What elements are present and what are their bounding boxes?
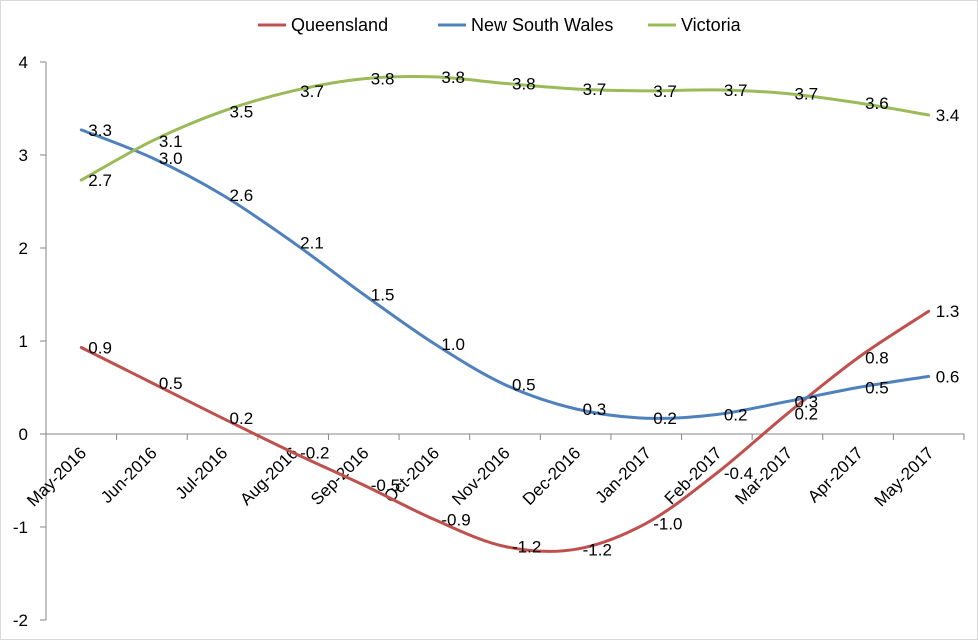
- y-tick-label: -1: [13, 518, 28, 537]
- y-tick-label: -2: [13, 611, 28, 630]
- data-label-new-south-wales: 0.2: [724, 405, 748, 424]
- data-label-queensland: 0.2: [794, 405, 818, 424]
- data-label-new-south-wales: 0.3: [583, 400, 607, 419]
- data-label-victoria: 3.7: [724, 81, 748, 100]
- y-tick-label: 4: [19, 53, 28, 72]
- legend-label: New South Wales: [471, 15, 613, 35]
- y-tick-label: 0: [19, 425, 28, 444]
- data-label-new-south-wales: 2.6: [230, 186, 254, 205]
- data-label-victoria: 3.8: [371, 70, 395, 89]
- y-tick-label: 2: [19, 239, 28, 258]
- x-tick-label: May-2017: [871, 443, 938, 510]
- data-label-queensland: -0.4: [724, 464, 753, 483]
- data-label-new-south-wales: 0.6: [936, 367, 960, 386]
- x-tick-label: May-2016: [23, 443, 90, 510]
- data-label-victoria: 3.8: [441, 68, 465, 87]
- y-tick-label: 3: [19, 146, 28, 165]
- data-label-new-south-wales: 0.2: [653, 409, 677, 428]
- data-label-queensland: 0.9: [88, 339, 112, 358]
- data-label-queensland: -1.2: [583, 540, 612, 559]
- series-line-new-south-wales: [79, 128, 931, 420]
- data-label-queensland: 0.8: [865, 349, 889, 368]
- data-label-new-south-wales: 2.1: [300, 233, 324, 252]
- data-label-queensland: 0.2: [230, 409, 254, 428]
- x-tick-label: Feb-2017: [661, 443, 726, 508]
- x-tick-label: Jun-2016: [97, 443, 161, 507]
- data-label-victoria: 3.7: [300, 82, 324, 101]
- data-label-victoria: 3.5: [230, 102, 254, 121]
- data-label-victoria: 3.4: [936, 106, 960, 125]
- data-label-victoria: 3.1: [159, 132, 183, 151]
- data-label-queensland: -0.2: [300, 444, 329, 463]
- data-label-victoria: 2.7: [88, 171, 112, 190]
- data-label-new-south-wales: 3.3: [88, 121, 112, 140]
- x-tick-label: Nov-2016: [448, 443, 514, 509]
- data-label-victoria: 3.6: [865, 94, 889, 113]
- data-label-victoria: 3.7: [794, 85, 818, 104]
- series-line-victoria: [79, 75, 931, 182]
- data-label-queensland: -1.2: [512, 538, 541, 557]
- data-label-queensland: 0.5: [159, 374, 183, 393]
- data-label-victoria: 3.7: [653, 82, 677, 101]
- data-label-queensland: -0.5: [371, 476, 400, 495]
- data-label-new-south-wales: 3.0: [159, 149, 183, 168]
- data-label-queensland: -0.9: [441, 511, 470, 530]
- x-tick-label: Apr-2017: [804, 443, 867, 506]
- x-tick-label: Dec-2016: [519, 443, 585, 509]
- data-label-new-south-wales: 1.0: [441, 335, 465, 354]
- data-label-new-south-wales: 0.5: [865, 379, 889, 398]
- y-tick-label: 1: [19, 332, 28, 351]
- data-label-new-south-wales: 0.3: [794, 392, 818, 411]
- legend-label: Queensland: [291, 15, 388, 35]
- data-label-victoria: 3.7: [583, 80, 607, 99]
- data-label-queensland: 1.3: [936, 302, 960, 321]
- x-tick-label: Jan-2017: [591, 443, 655, 507]
- data-label-victoria: 3.8: [512, 74, 536, 93]
- legend-label: Victoria: [681, 15, 742, 35]
- series-line-queensland: [79, 309, 931, 553]
- data-label-queensland: -1.0: [653, 514, 682, 533]
- data-label-new-south-wales: 1.5: [371, 286, 395, 305]
- data-label-new-south-wales: 0.5: [512, 376, 536, 395]
- x-tick-label: Jul-2016: [172, 443, 232, 503]
